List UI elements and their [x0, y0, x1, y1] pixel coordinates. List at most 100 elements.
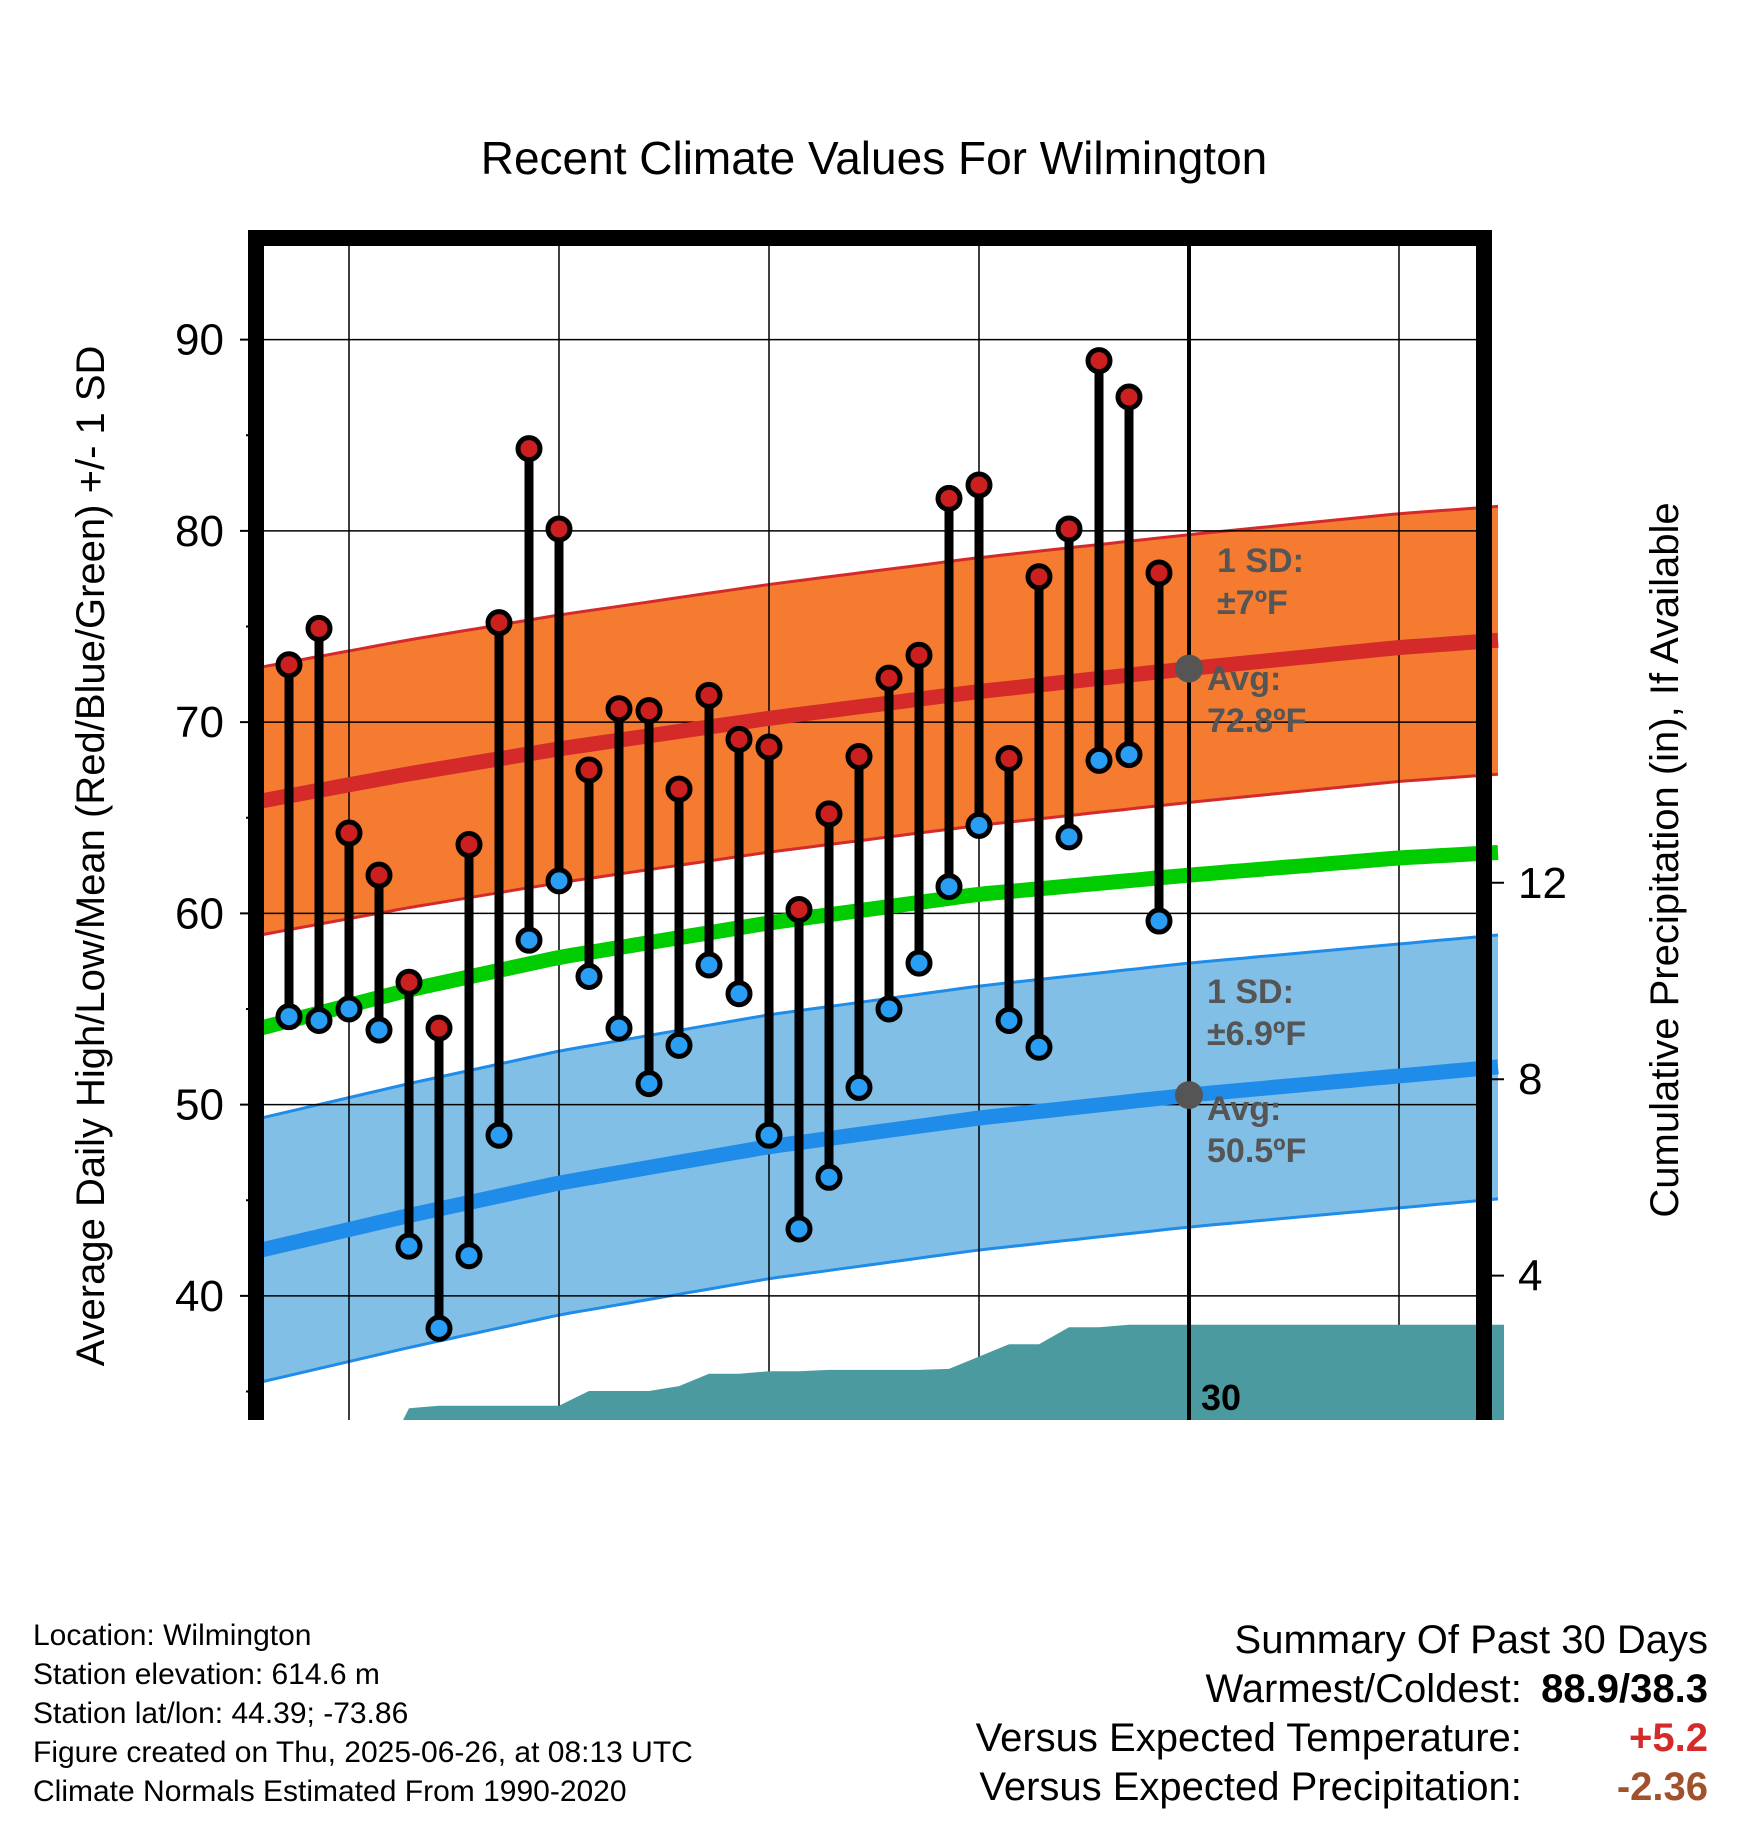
precip-days-label: 30 [1201, 1377, 1241, 1418]
normal-annotations: 1 SD: ±7ºF Avg: 72.8ºF 1 SD: ±6.9ºF Avg: 50.5ºF [1175, 542, 1306, 1170]
y2-tick-label: 8 [1518, 1055, 1542, 1104]
daily-low-point [335, 995, 363, 1023]
low-band-upper-edge [252, 933, 1499, 1122]
y2-tick-label: 4 [1518, 1252, 1542, 1301]
daily-high-point [575, 756, 603, 784]
daily-low-point [725, 980, 753, 1008]
high-band-lower-edge [252, 772, 1499, 938]
summary-warm-cold: Warmest/Coldest: 88.9/38.3 [976, 1665, 1709, 1714]
daily-high-point [695, 681, 723, 709]
daily-low-point [845, 1073, 873, 1101]
daily-high-point [515, 435, 543, 463]
daily-high-point [845, 743, 873, 771]
high-sd-label: 1 SD: [1217, 542, 1304, 580]
daily-low-point [785, 1215, 813, 1243]
daily-high-point [1085, 347, 1113, 375]
precip-value: -2.36 [1616, 1765, 1708, 1809]
daily-low-point [455, 1242, 483, 1270]
temp-value: +5.2 [1629, 1716, 1708, 1760]
high-sd-value: ±7ºF [1217, 584, 1288, 622]
daily-low-point [905, 949, 933, 977]
daily-low-point [875, 995, 903, 1023]
daily-high-point [1025, 563, 1053, 591]
daily-low-point [605, 1014, 633, 1042]
daily-high-point [785, 896, 813, 924]
daily-high-point [1115, 383, 1143, 411]
daily-low-point [695, 951, 723, 979]
daily-low-point [425, 1314, 453, 1342]
daily-high-point [365, 861, 393, 889]
daily-high-point [605, 695, 633, 723]
daily-low-point [485, 1121, 513, 1149]
daily-low-point [1025, 1033, 1053, 1061]
low-sd-label: 1 SD: [1207, 973, 1294, 1011]
normal-bands [252, 504, 1499, 1386]
daily-high-point [635, 697, 663, 725]
daily-high-point [995, 744, 1023, 772]
warm-cold-value: 88.9/38.3 [1541, 1667, 1708, 1711]
normal-mean-line [251, 845, 1499, 1038]
daily-high-point [395, 968, 423, 996]
low-sd-value: ±6.9ºF [1207, 1015, 1306, 1053]
mean-lines [251, 632, 1499, 1260]
low-avg-label: Avg: [1207, 1090, 1281, 1128]
daily-low-point [995, 1006, 1023, 1034]
axes: 40506070809004812May 29Jun 05Jun 12Jun 1… [69, 316, 1687, 1393]
normals-text: Climate Normals Estimated From 1990-2020 [33, 1775, 627, 1808]
y-axis-label: Average Daily High/Low/Mean (Red/Blue/Gr… [69, 346, 113, 1367]
daily-high-point [815, 800, 843, 828]
plot-border [248, 230, 1492, 1420]
precipitation-fill [403, 1324, 1504, 1420]
daily-low-point [1145, 907, 1173, 935]
climate-chart: Recent Climate Values For Wilmington 30D… [69, 132, 1687, 1420]
daily-high-point [305, 614, 333, 642]
precip-label: Versus Expected Precipitation: [979, 1765, 1522, 1809]
y-tick-label: 40 [175, 1272, 224, 1321]
latlon-text: Station lat/lon: 44.39; -73.86 [33, 1697, 409, 1730]
warm-cold-label: Warmest/Coldest: [1205, 1667, 1522, 1711]
y-tick-label: 80 [175, 507, 224, 556]
y-tick-label: 90 [175, 316, 224, 365]
daily-low-point [1115, 741, 1143, 769]
y-tick-label: 50 [175, 1081, 224, 1130]
daily-high-point [455, 831, 483, 859]
daily-high-point [875, 664, 903, 692]
daily-high-point [1145, 559, 1173, 587]
daily-low-point [665, 1031, 693, 1059]
daily-high-point [905, 641, 933, 669]
y2-tick-label: 12 [1518, 859, 1567, 908]
daily-low-point [575, 962, 603, 990]
daily-high-point [335, 819, 363, 847]
daily-low-point [545, 867, 573, 895]
daily-high-point [755, 733, 783, 761]
daily-range-stems [275, 347, 1173, 1342]
summary-precip: Versus Expected Precipitation: -2.36 [976, 1763, 1708, 1812]
daily-high-point [545, 515, 573, 543]
daily-high-point [275, 651, 303, 679]
y-tick-label: 60 [175, 889, 224, 938]
chart-title: Recent Climate Values For Wilmington [481, 132, 1268, 184]
summary-panel: Summary Of Past 30 Days Warmest/Coldest:… [976, 1616, 1708, 1812]
y2-axis-label: Cumulative Precipitation (in), If Availa… [1643, 502, 1687, 1217]
normal-low-line [251, 1059, 1499, 1260]
daily-high-point [965, 471, 993, 499]
high-sd-band [253, 506, 1498, 937]
daily-low-point [305, 1006, 333, 1034]
daily-low-point [935, 873, 963, 901]
high-avg-label: Avg: [1207, 660, 1281, 698]
daily-low-point [365, 1016, 393, 1044]
daily-low-point [815, 1163, 843, 1191]
high-avg-marker [1175, 654, 1203, 683]
daily-low-point [755, 1121, 783, 1149]
temp-label: Versus Expected Temperature: [975, 1716, 1522, 1760]
y-tick-label: 70 [175, 698, 224, 747]
daily-low-point [275, 1003, 303, 1031]
summary-title: Summary Of Past 30 Days [1234, 1618, 1708, 1662]
station-info: Location: Wilmington Station elevation: … [33, 1618, 693, 1813]
daily-low-point [635, 1070, 663, 1098]
high-avg-value: 72.8ºF [1207, 702, 1306, 740]
normal-high-line [251, 632, 1499, 810]
location-text: Location: Wilmington [33, 1619, 312, 1652]
daily-low-point [965, 811, 993, 839]
